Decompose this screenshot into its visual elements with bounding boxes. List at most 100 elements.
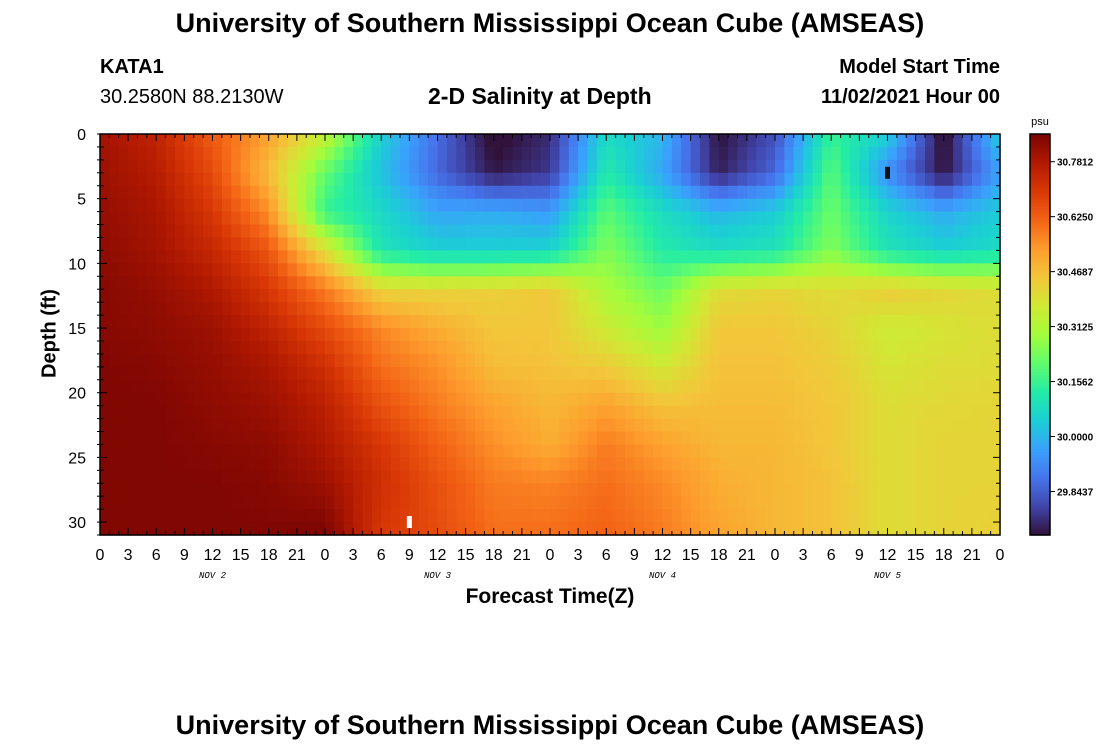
heatmap-cell bbox=[643, 483, 654, 497]
heatmap-cell bbox=[765, 392, 776, 407]
heatmap-cell bbox=[100, 276, 110, 290]
heatmap-cell bbox=[784, 457, 795, 471]
heatmap-cell bbox=[981, 263, 992, 277]
heatmap-cell bbox=[681, 470, 692, 484]
heatmap-cell bbox=[962, 392, 973, 407]
heatmap-cell bbox=[240, 496, 251, 510]
heatmap-cell bbox=[175, 340, 185, 355]
heatmap-cell bbox=[231, 134, 242, 148]
heatmap-cell bbox=[596, 340, 607, 355]
colorbar-label: 30.0000 bbox=[1057, 433, 1094, 444]
heatmap-cell bbox=[906, 457, 917, 471]
heatmap-cell bbox=[962, 418, 973, 433]
heatmap-cell bbox=[137, 172, 148, 187]
heatmap-cell bbox=[746, 418, 757, 433]
heatmap-cell bbox=[746, 315, 757, 329]
heatmap-cell bbox=[887, 522, 898, 536]
heatmap-cell bbox=[690, 457, 701, 471]
heatmap-cell bbox=[259, 418, 270, 433]
heatmap-cell bbox=[287, 483, 298, 497]
heatmap-cell bbox=[746, 457, 757, 471]
heatmap-cell bbox=[165, 509, 176, 523]
heatmap-cell bbox=[118, 340, 129, 355]
heatmap-cell bbox=[784, 289, 795, 303]
heatmap-cell bbox=[203, 159, 214, 174]
heatmap-cell bbox=[615, 302, 626, 316]
heatmap-cell bbox=[456, 224, 467, 239]
heatmap-cell bbox=[559, 366, 570, 381]
heatmap-cell bbox=[109, 263, 120, 277]
heatmap-cell bbox=[521, 185, 532, 200]
heatmap-cell bbox=[362, 418, 373, 433]
heatmap-cell bbox=[137, 224, 148, 239]
heatmap-cell bbox=[503, 146, 514, 161]
heatmap-cell bbox=[287, 470, 298, 484]
heatmap-cell bbox=[456, 146, 467, 161]
heatmap-cell bbox=[550, 340, 560, 355]
heatmap-cell bbox=[109, 198, 120, 213]
heatmap-cell bbox=[193, 172, 204, 187]
heatmap-cell bbox=[156, 224, 167, 239]
heatmap-cell bbox=[606, 211, 617, 226]
heatmap-cell bbox=[840, 353, 851, 368]
heatmap-cell bbox=[493, 496, 504, 510]
heatmap-cell bbox=[540, 250, 551, 264]
x-tick-label: 18 bbox=[260, 547, 278, 564]
heatmap-cell bbox=[878, 263, 889, 277]
heatmap-cell bbox=[409, 224, 420, 239]
heatmap-cell bbox=[578, 224, 589, 239]
heatmap-cell bbox=[371, 496, 382, 510]
heatmap-cell bbox=[418, 134, 429, 148]
heatmap-cell bbox=[418, 146, 429, 161]
heatmap-cell bbox=[250, 405, 260, 420]
colorbar-segment bbox=[1030, 276, 1050, 280]
heatmap-cell bbox=[690, 289, 701, 303]
colorbar-segment bbox=[1030, 236, 1050, 240]
heatmap-cell bbox=[137, 379, 148, 394]
heatmap-cell bbox=[315, 470, 326, 484]
heatmap-cell bbox=[531, 509, 542, 523]
colorbar-segment bbox=[1030, 507, 1050, 511]
heatmap-cell bbox=[259, 405, 270, 420]
heatmap-cell bbox=[634, 353, 645, 368]
heatmap-cell bbox=[400, 483, 410, 497]
heatmap-cell bbox=[756, 250, 767, 264]
heatmap-cell bbox=[775, 418, 785, 433]
heatmap-cell bbox=[531, 237, 542, 252]
heatmap-cell bbox=[465, 237, 476, 252]
heatmap-cell bbox=[943, 185, 954, 200]
heatmap-cell bbox=[428, 340, 439, 355]
heatmap-cell bbox=[418, 353, 429, 368]
heatmap-cell bbox=[953, 134, 964, 148]
heatmap-cell bbox=[250, 444, 260, 458]
heatmap-cell bbox=[990, 431, 1001, 446]
heatmap-cell bbox=[240, 366, 251, 381]
heatmap-cell bbox=[775, 379, 785, 394]
heatmap-cell bbox=[484, 470, 495, 484]
heatmap-cell bbox=[962, 198, 973, 213]
heatmap-cell bbox=[231, 302, 242, 316]
heatmap-cell bbox=[325, 134, 335, 148]
heatmap-cell bbox=[887, 496, 898, 510]
heatmap-cell bbox=[175, 211, 185, 226]
heatmap-cell bbox=[306, 146, 317, 161]
heatmap-cell bbox=[306, 185, 317, 200]
heatmap-cell bbox=[746, 470, 757, 484]
heatmap-cell bbox=[643, 134, 654, 148]
heatmap-cell bbox=[381, 444, 392, 458]
heatmap-cell bbox=[700, 431, 710, 446]
heatmap-cell bbox=[465, 509, 476, 523]
heatmap-cell bbox=[812, 224, 823, 239]
heatmap-cell bbox=[953, 509, 964, 523]
heatmap-cell bbox=[831, 444, 842, 458]
heatmap-cell bbox=[118, 250, 129, 264]
heatmap-cell bbox=[775, 496, 785, 510]
heatmap-cell bbox=[925, 159, 935, 174]
heatmap-cell bbox=[221, 134, 232, 148]
heatmap-cell bbox=[128, 172, 139, 187]
heatmap-cell bbox=[343, 172, 354, 187]
heatmap-cell bbox=[896, 418, 907, 433]
heatmap-cell bbox=[887, 353, 898, 368]
heatmap-cell bbox=[606, 392, 617, 407]
heatmap-cell bbox=[250, 224, 260, 239]
